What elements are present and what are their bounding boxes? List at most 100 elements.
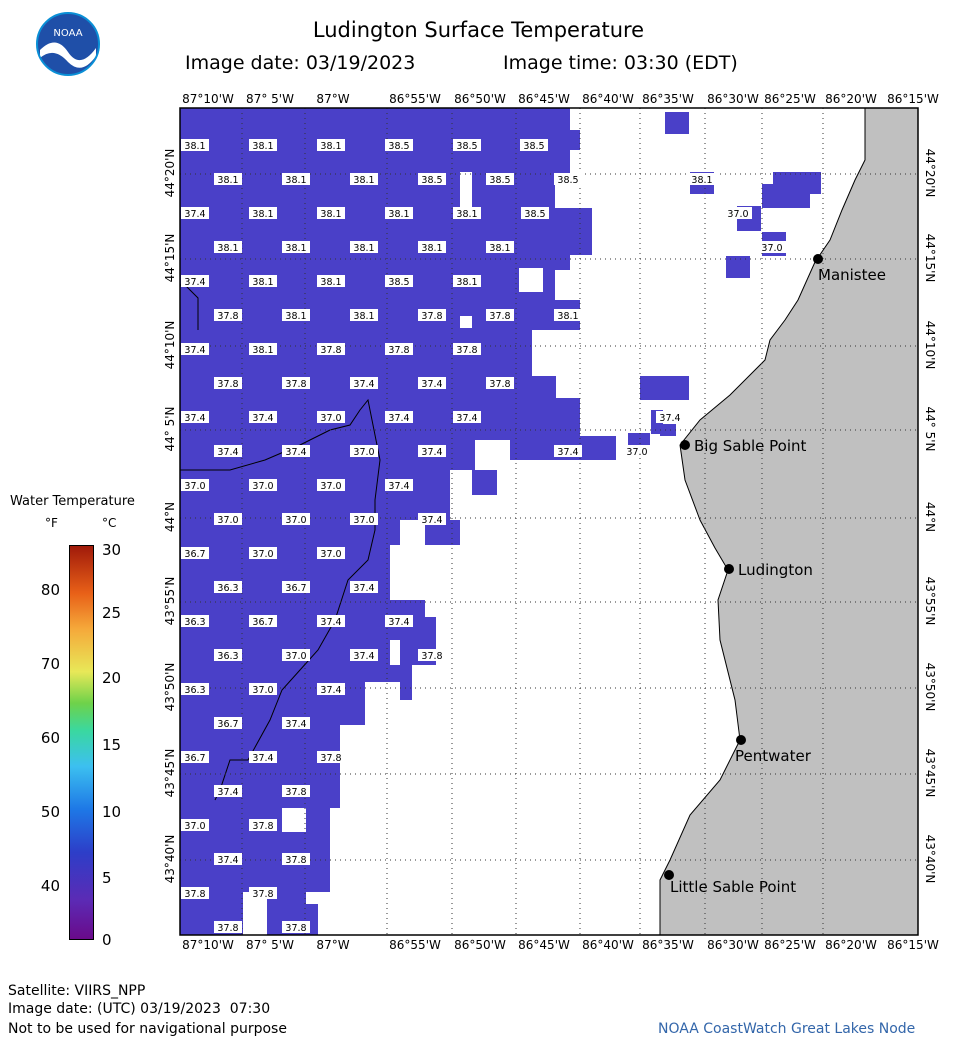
temp-value: 37.4 <box>181 343 209 356</box>
svg-text:38.1: 38.1 <box>184 141 205 152</box>
svg-text:37.4: 37.4 <box>388 481 409 492</box>
temp-value: 36.7 <box>282 581 310 594</box>
temp-value: 37.8 <box>486 309 514 322</box>
svg-text:38.1: 38.1 <box>489 243 510 254</box>
lat-label-right: 44°15'N <box>923 233 937 283</box>
svg-text:38.1: 38.1 <box>388 209 409 220</box>
legend-title: Water Temperature <box>10 494 135 509</box>
svg-text:37.4: 37.4 <box>217 787 238 798</box>
footer-satellite: Satellite: VIIRS_NPP <box>8 983 146 999</box>
lon-label-bot: 86°35'W <box>642 938 694 952</box>
footer-credit: NOAA CoastWatch Great Lakes Node <box>658 1021 916 1037</box>
temp-value: 38.1 <box>214 173 242 186</box>
svg-text:37.0: 37.0 <box>252 549 273 560</box>
lat-label-right: 43°40'N <box>923 834 937 884</box>
lat-label-left: 43°50'N <box>163 662 177 712</box>
temp-value: 37.8 <box>453 343 481 356</box>
svg-text:37.4: 37.4 <box>184 345 205 356</box>
svg-text:38.1: 38.1 <box>320 277 341 288</box>
lon-label-top: 86°35'W <box>642 92 694 106</box>
svg-text:36.7: 36.7 <box>217 719 238 730</box>
lat-label-right: 43°55'N <box>923 576 937 626</box>
lat-label-left: 43°55'N <box>163 576 177 626</box>
legend-tick-f: 40 <box>40 877 60 895</box>
svg-text:38.5: 38.5 <box>421 175 442 186</box>
svg-text:Big Sable Point: Big Sable Point <box>694 437 807 455</box>
legend-color-bar <box>69 545 94 940</box>
lat-label-left: 44°N <box>163 501 177 533</box>
svg-text:38.5: 38.5 <box>489 175 510 186</box>
svg-text:38.5: 38.5 <box>557 175 578 186</box>
svg-text:37.8: 37.8 <box>285 855 306 866</box>
svg-text:38.1: 38.1 <box>217 175 238 186</box>
lon-label-top: 86°50'W <box>454 92 506 106</box>
legend-tick-f: 70 <box>40 655 60 673</box>
svg-text:38.5: 38.5 <box>456 141 477 152</box>
lat-label-left: 44°15'N <box>163 233 177 283</box>
lat-label-right: 43°45'N <box>923 748 937 798</box>
temp-value: 38.1 <box>181 139 209 152</box>
temp-value: 38.1 <box>350 241 378 254</box>
temp-value: 37.0 <box>249 479 277 492</box>
temp-value: 37.0 <box>181 479 209 492</box>
temp-value: 37.4 <box>554 445 582 458</box>
temp-value: 37.4 <box>385 411 413 424</box>
temp-value: 37.0 <box>317 547 345 560</box>
svg-text:37.4: 37.4 <box>353 379 374 390</box>
temp-value: 37.4 <box>350 581 378 594</box>
legend-tick-c: 0 <box>102 931 112 949</box>
temp-value: 38.1 <box>214 241 242 254</box>
svg-text:36.7: 36.7 <box>252 617 273 628</box>
temp-value: 37.0 <box>317 479 345 492</box>
svg-text:37.0: 37.0 <box>320 413 341 424</box>
svg-text:37.0: 37.0 <box>252 481 273 492</box>
lon-label-bot: 86°55'W <box>389 938 441 952</box>
temp-value: 37.0 <box>317 411 345 424</box>
temp-value: 38.1 <box>554 309 582 322</box>
place-little-sable-point: Little Sable Point <box>664 870 796 896</box>
svg-text:37.8: 37.8 <box>489 379 510 390</box>
temp-value: 36.7 <box>181 547 209 560</box>
temp-value: 38.1 <box>453 275 481 288</box>
temp-value: 37.8 <box>249 819 277 832</box>
temp-value: 37.0 <box>249 683 277 696</box>
legend-tick-c: 15 <box>102 736 122 754</box>
svg-text:36.3: 36.3 <box>217 583 238 594</box>
lon-label-top: 86°20'W <box>825 92 877 106</box>
svg-text:37.8: 37.8 <box>285 787 306 798</box>
svg-text:37.4: 37.4 <box>285 447 306 458</box>
lon-label-top: 87°W <box>316 92 350 106</box>
lon-label-bot: 86°20'W <box>825 938 877 952</box>
svg-text:37.0: 37.0 <box>761 243 782 254</box>
temp-value: 37.4 <box>249 411 277 424</box>
temp-value: 37.4 <box>214 785 242 798</box>
temp-value: 37.4 <box>317 615 345 628</box>
temp-value: 37.8 <box>385 343 413 356</box>
svg-text:38.5: 38.5 <box>388 277 409 288</box>
legend-tick-c: 30 <box>102 541 122 559</box>
temp-value: 38.1 <box>350 309 378 322</box>
temp-value: 38.5 <box>486 173 514 186</box>
place-ludington: Ludington <box>724 561 813 579</box>
svg-text:38.1: 38.1 <box>217 243 238 254</box>
lon-label-bot: 87°10'W <box>182 938 234 952</box>
temp-value: 37.8 <box>282 785 310 798</box>
temp-value: 37.0 <box>282 649 310 662</box>
temp-value: 38.1 <box>317 207 345 220</box>
svg-text:37.4: 37.4 <box>388 617 409 628</box>
lon-label-top: 86°55'W <box>389 92 441 106</box>
temp-value: 37.8 <box>418 309 446 322</box>
svg-text:37.4: 37.4 <box>217 855 238 866</box>
temp-value: 37.4 <box>181 207 209 220</box>
lat-label-right: 44°N <box>923 501 937 533</box>
svg-text:36.3: 36.3 <box>184 685 205 696</box>
svg-text:38.1: 38.1 <box>456 277 477 288</box>
temp-value: 37.8 <box>486 377 514 390</box>
temp-value: 37.0 <box>181 819 209 832</box>
svg-text:37.4: 37.4 <box>184 277 205 288</box>
temp-value: 38.5 <box>385 275 413 288</box>
temp-value: 37.8 <box>214 921 242 934</box>
temp-value: 36.7 <box>214 717 242 730</box>
noaa-logo: NOAA <box>36 12 100 76</box>
svg-text:37.0: 37.0 <box>320 549 341 560</box>
